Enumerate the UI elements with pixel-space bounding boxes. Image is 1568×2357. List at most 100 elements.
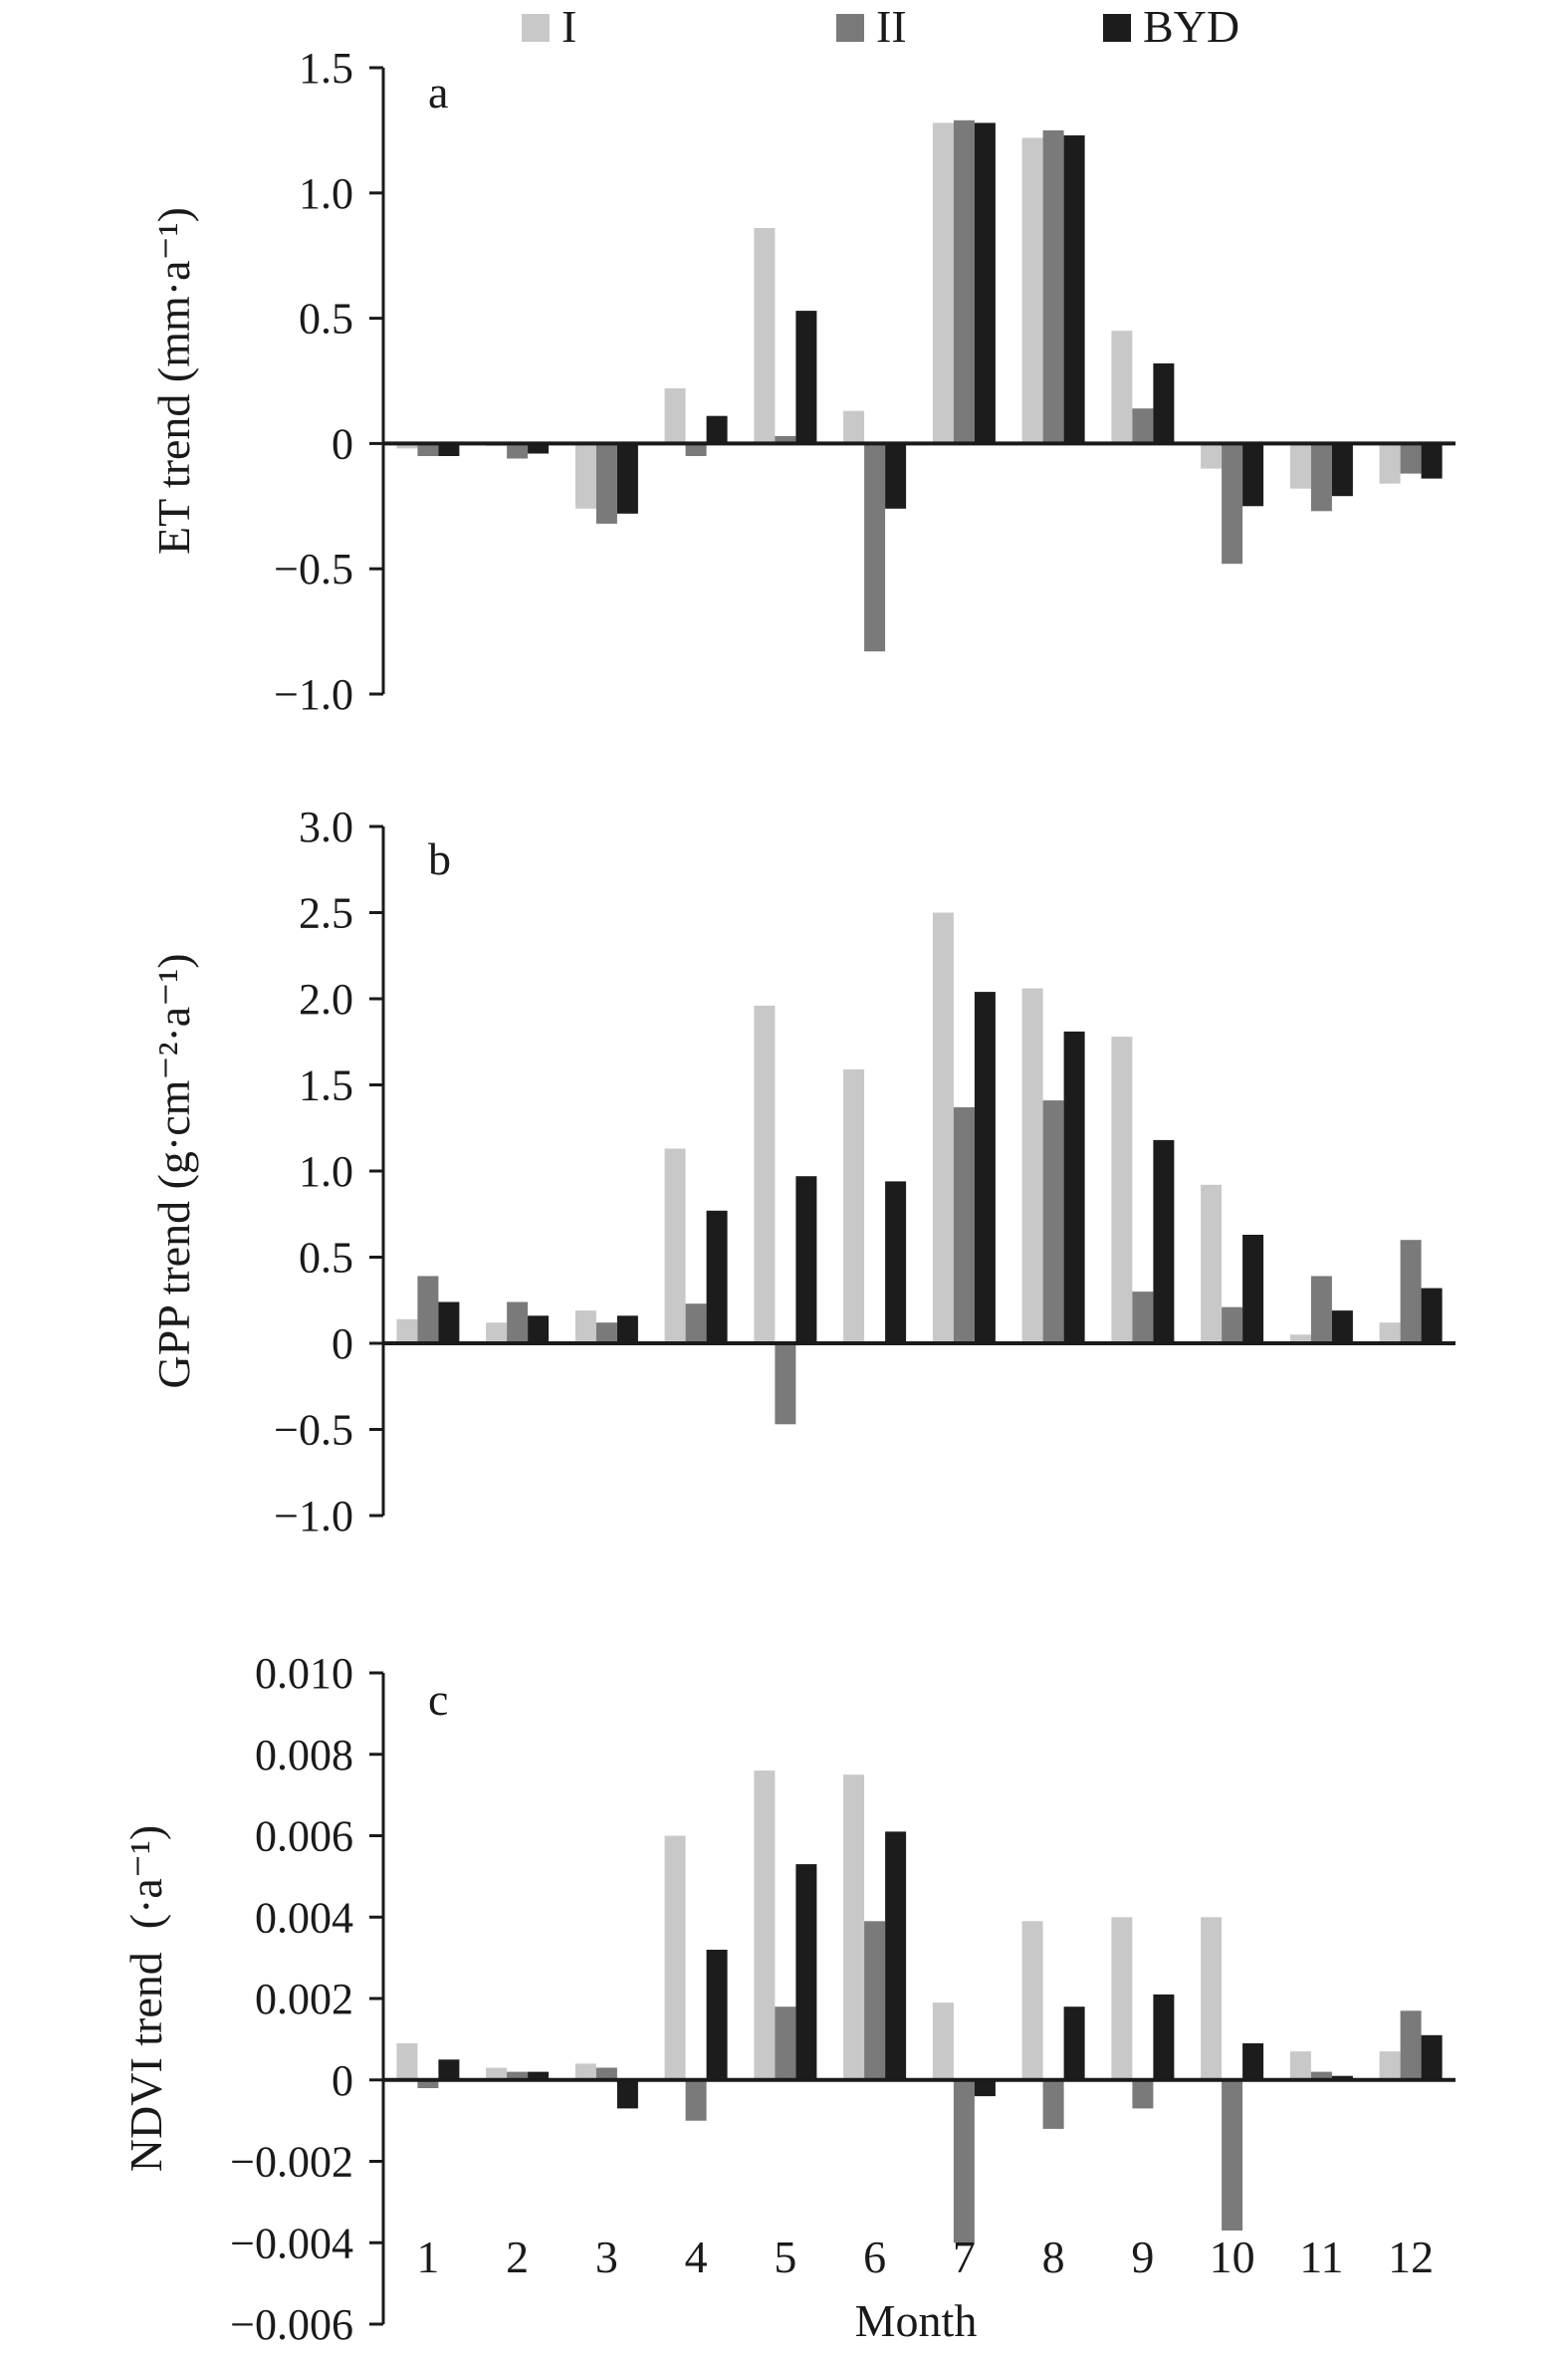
legend-label-ii: II: [876, 1, 907, 52]
y-tick-label-c: −0.006: [230, 2300, 353, 2349]
y-tick-label-a: 1.0: [299, 169, 353, 218]
bar-b-byd-m3: [616, 1315, 638, 1343]
bar-c-ii-m5: [775, 2006, 796, 2080]
bar-c-ii-m3: [595, 2067, 617, 2080]
y-axis-label-a: ET trend (mm·a⁻¹): [148, 207, 199, 555]
x-tick-label-month-1: 1: [416, 2232, 439, 2282]
bar-b-i-m8: [1021, 988, 1043, 1343]
y-tick-label-c: 0.008: [255, 1731, 353, 1779]
bar-c-ii-m12: [1400, 2010, 1422, 2080]
bar-b-byd-m8: [1063, 1031, 1085, 1343]
x-tick-label-month-2: 2: [506, 2232, 529, 2282]
bar-c-i-m9: [1111, 1917, 1133, 2080]
y-tick-label-a: −0.5: [274, 545, 353, 593]
bar-a-byd-m1: [438, 443, 460, 456]
bar-a-i-m4: [664, 388, 686, 444]
y-tick-label-c: −0.002: [230, 2138, 353, 2187]
bar-c-ii-m2: [507, 2071, 529, 2080]
bar-a-i-m8: [1021, 137, 1043, 444]
bar-b-ii-m2: [507, 1301, 529, 1343]
bar-c-i-m7: [932, 2003, 954, 2080]
bar-c-i-m6: [843, 1774, 865, 2080]
bar-a-ii-m12: [1400, 443, 1422, 474]
bar-c-ii-m8: [1042, 2079, 1064, 2129]
bar-a-byd-m8: [1063, 134, 1085, 444]
bar-c-ii-m6: [864, 1921, 886, 2080]
bar-b-i-m2: [486, 1322, 508, 1343]
chart-panel-a: −1.0 −0.5 0 0.5 1.0 1.5 a ET trend (mm·a⁻¹): [148, 44, 1456, 719]
bar-a-ii-m7: [953, 119, 975, 444]
bar-a-ii-m6: [864, 443, 886, 652]
bar-a-ii-m10: [1222, 443, 1243, 565]
bar-c-ii-m10: [1222, 2079, 1243, 2231]
y-tick-label-a: 0.5: [299, 295, 353, 344]
y-tick-label-b: −1.0: [274, 1492, 353, 1540]
bar-c-i-m10: [1201, 1917, 1223, 2080]
y-tick-label-b: 2.0: [299, 975, 353, 1024]
y-tick-label-c: 0: [332, 2056, 353, 2105]
x-tick-label-month-5: 5: [774, 2232, 796, 2282]
bar-a-byd-m3: [616, 443, 638, 514]
bar-c-byd-m3: [616, 2079, 638, 2109]
bar-b-i-m10: [1201, 1184, 1223, 1343]
panel-label-b: b: [428, 833, 451, 884]
bar-b-byd-m7: [974, 992, 996, 1343]
bar-c-i-m2: [486, 2067, 508, 2080]
bar-c-ii-m1: [417, 2079, 439, 2088]
bar-c-ii-m4: [685, 2079, 707, 2121]
bar-b-ii-m9: [1132, 1292, 1154, 1343]
bar-b-i-m7: [932, 912, 954, 1343]
panel-label-a: a: [428, 67, 448, 118]
bar-a-byd-m4: [706, 415, 728, 444]
legend-swatch-byd: [1103, 14, 1131, 42]
bar-c-byd-m7: [974, 2079, 996, 2097]
bar-c-byd-m5: [795, 1864, 817, 2080]
bar-a-ii-m4: [685, 443, 707, 456]
bar-a-ii-m11: [1310, 443, 1332, 512]
y-tick-label-b: 1.5: [299, 1061, 353, 1110]
bar-c-byd-m2: [528, 2071, 550, 2080]
y-tick-label-c: 0.002: [255, 1975, 353, 2023]
chart-panel-c: −0.006 −0.004 −0.002 0 0.002 0.004 0.006 0.008 0…: [120, 1649, 1456, 2349]
y-tick-label-a: 1.5: [299, 44, 353, 93]
y-tick-label-b: 2.5: [299, 889, 353, 938]
bar-b-ii-m1: [417, 1276, 439, 1343]
x-tick-label-month-9: 9: [1131, 2232, 1154, 2282]
y-tick-label-c: −0.004: [230, 2219, 353, 2267]
bar-a-i-m11: [1289, 443, 1311, 489]
bar-c-i-m12: [1379, 2051, 1401, 2080]
bar-b-i-m3: [574, 1310, 596, 1343]
bar-c-byd-m12: [1421, 2034, 1443, 2080]
bar-a-i-m3: [574, 443, 596, 509]
bar-a-byd-m9: [1153, 362, 1175, 444]
bar-c-ii-m7: [953, 2079, 975, 2243]
y-tick-label-a: 0: [332, 419, 353, 468]
bar-b-byd-m1: [438, 1301, 460, 1343]
bar-c-ii-m11: [1310, 2071, 1332, 2080]
bar-b-byd-m2: [528, 1315, 550, 1343]
legend-swatch-ii: [836, 14, 864, 42]
bar-c-byd-m6: [885, 1831, 907, 2080]
legend-label-byd: BYD: [1143, 1, 1239, 52]
bar-a-byd-m10: [1242, 443, 1264, 507]
x-tick-label-month-3: 3: [595, 2232, 618, 2282]
bar-a-i-m10: [1201, 443, 1223, 469]
bar-b-i-m9: [1111, 1037, 1133, 1343]
bar-c-i-m3: [574, 2063, 596, 2080]
bar-a-i-m7: [932, 122, 954, 444]
bar-b-ii-m7: [953, 1107, 975, 1343]
bar-c-i-m8: [1021, 1921, 1043, 2080]
bar-b-i-m1: [396, 1318, 418, 1343]
bar-b-ii-m5: [775, 1343, 796, 1425]
x-tick-label-month-11: 11: [1299, 2232, 1343, 2282]
bar-b-byd-m6: [885, 1181, 907, 1343]
bar-a-byd-m5: [795, 311, 817, 444]
x-tick-label-month-8: 8: [1042, 2232, 1065, 2282]
bar-a-byd-m12: [1421, 443, 1443, 479]
bar-c-byd-m4: [706, 1950, 728, 2080]
y-tick-label-c: 0.006: [255, 1812, 353, 1861]
y-tick-label-b: 0: [332, 1319, 353, 1368]
x-tick-label-month-6: 6: [863, 2232, 886, 2282]
bar-b-ii-m3: [595, 1322, 617, 1343]
